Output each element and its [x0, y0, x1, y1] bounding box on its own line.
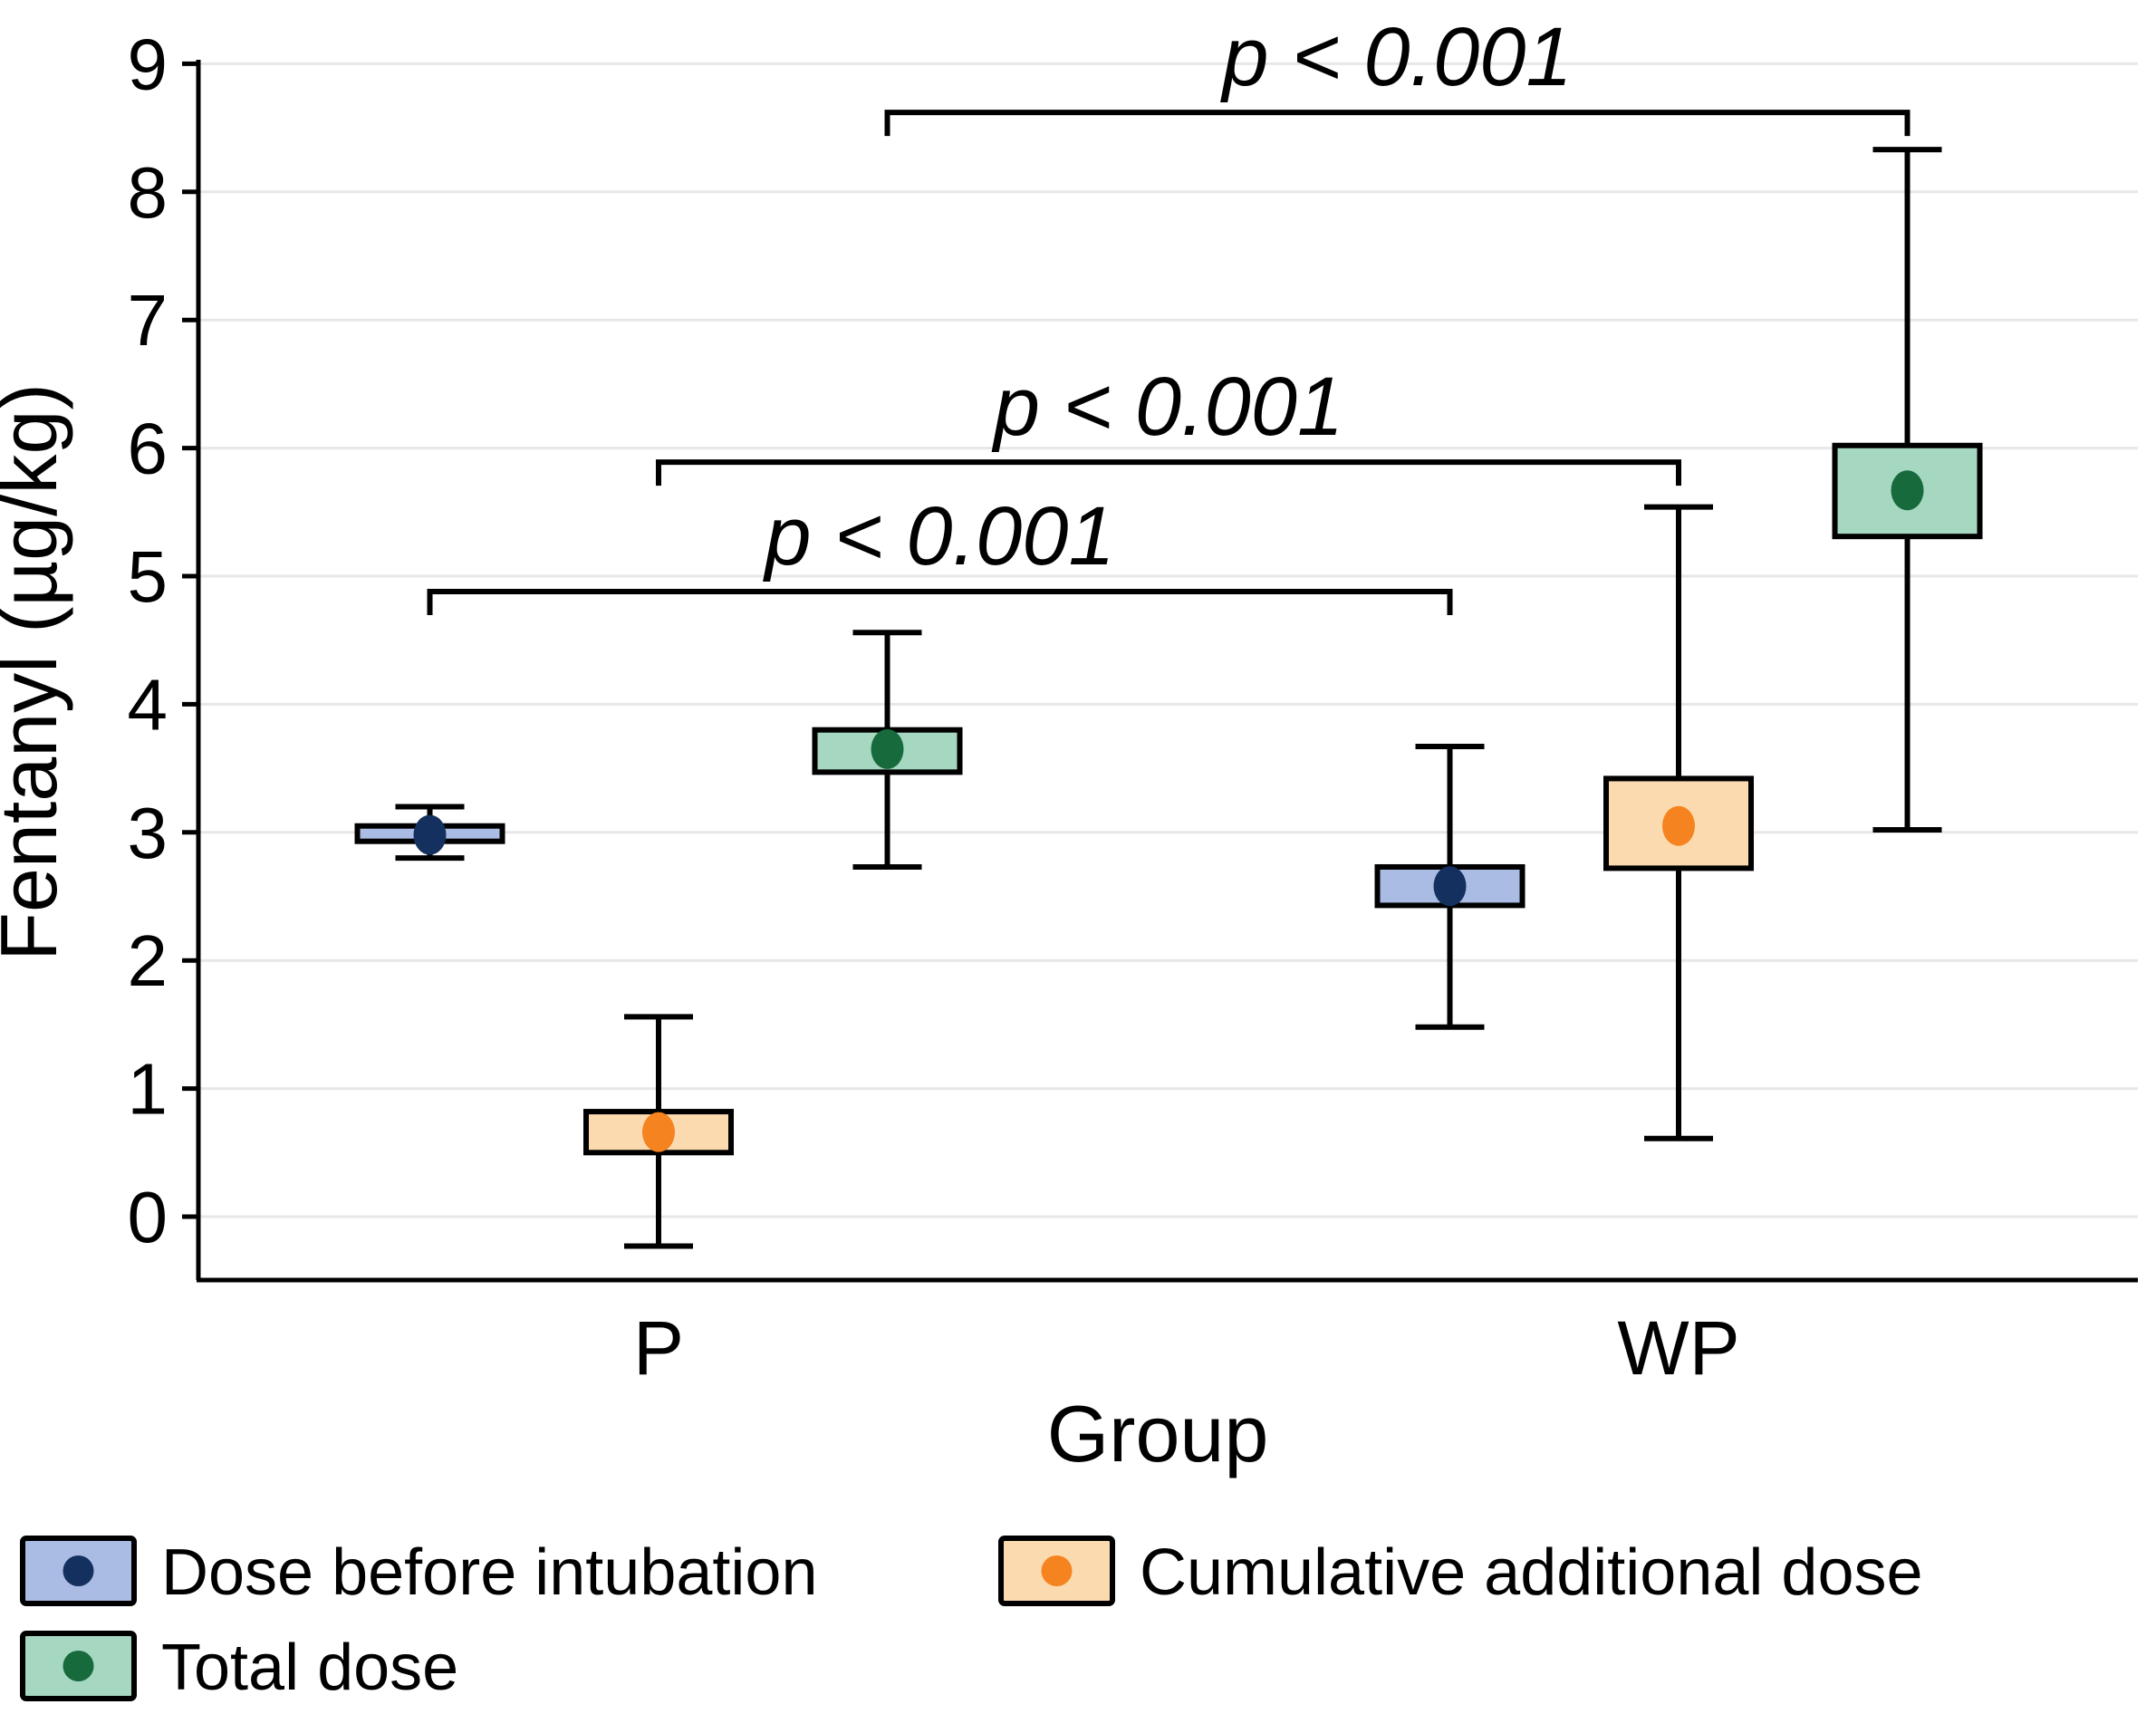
y-axis-title: Fentanyl (µg/kg) [0, 383, 73, 961]
mean-dot-total-dose-P [871, 728, 904, 769]
y-tick-label-7: 7 [128, 280, 168, 361]
p-bracket-1 [427, 588, 1453, 615]
mean-dot-cumulative-additional-dose-P [642, 1112, 675, 1152]
legend-label-dose-before-intubation: Dose before intubation [161, 1536, 818, 1609]
p-value-label-1: p < 0.001 [762, 490, 1114, 583]
legend-label-total-dose: Total dose [161, 1632, 458, 1704]
y-tick-label-9: 9 [128, 24, 168, 104]
y-tick-label-1: 1 [128, 1049, 168, 1130]
p-value-label-2: p < 0.001 [991, 361, 1343, 453]
y-tick-label-3: 3 [128, 793, 168, 873]
mean-dot-total-dose-WP [1891, 470, 1924, 511]
y-tick-label-2: 2 [128, 920, 168, 1001]
mean-dot-dose-before-intubation-WP [1433, 866, 1467, 907]
mean-dot-dose-before-intubation-P [413, 814, 447, 855]
y-tick-label-6: 6 [128, 409, 168, 489]
legend-dot-total-dose [63, 1651, 94, 1681]
y-tick-label-0: 0 [128, 1177, 168, 1257]
mean-dot-cumulative-additional-dose-WP [1662, 805, 1695, 846]
legend-dot-dose-before-intubation [63, 1555, 94, 1586]
x-axis-title: Group [1047, 1389, 1269, 1478]
y-tick-label-5: 5 [128, 536, 168, 617]
legend-dot-cumulative-additional-dose [1041, 1555, 1073, 1586]
legend-label-cumulative-additional-dose: Cumulative additional dose [1140, 1536, 1923, 1609]
p-bracket-3 [884, 110, 1911, 137]
y-tick-label-4: 4 [128, 664, 168, 745]
p-value-label-3: p < 0.001 [1219, 11, 1572, 103]
x-category-label-wp: WP [1617, 1305, 1739, 1391]
x-category-label-p: P [633, 1305, 684, 1391]
p-bracket-2 [656, 459, 1681, 486]
y-tick-label-8: 8 [128, 152, 168, 233]
